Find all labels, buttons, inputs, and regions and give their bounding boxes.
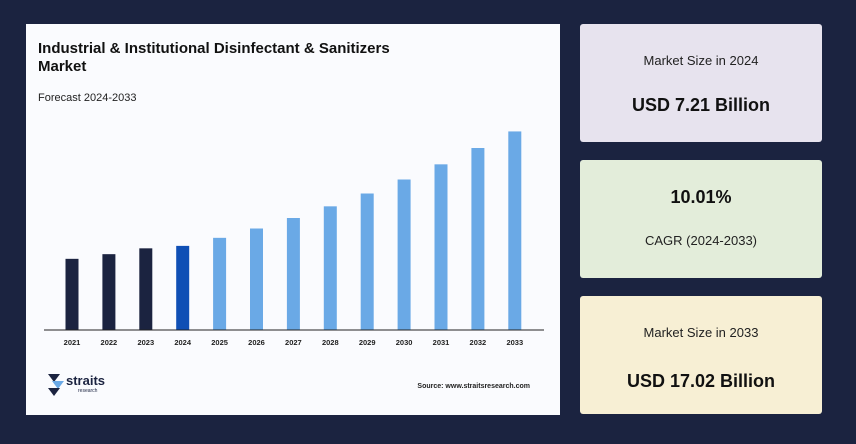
stat-label: Market Size in 2024	[643, 53, 759, 68]
stat-card-2024: Market Size in 2024 USD 7.21 Billion	[580, 24, 822, 142]
x-tick-label: 2032	[470, 338, 487, 347]
bar-2026	[250, 228, 263, 330]
bar-2027	[286, 218, 300, 330]
x-tick-label: 2029	[359, 338, 376, 347]
stat-card-2033: Market Size in 2033 USD 17.02 Billion	[580, 296, 822, 414]
bar-2030	[397, 179, 411, 330]
x-tick-label: 2021	[64, 338, 81, 347]
x-tick-label: 2026	[248, 338, 265, 347]
x-tick-label: 2023	[137, 338, 154, 347]
stat-value: USD 17.02 Billion	[626, 371, 776, 391]
chart-title: Industrial & Institutional Disinfectant …	[38, 40, 390, 75]
stat-value: USD 7.21 Billion	[631, 95, 771, 115]
stat-label: CAGR (2024-2033)	[645, 233, 757, 248]
x-tick-label: 2033	[506, 338, 523, 347]
bar-2028	[323, 206, 337, 330]
bar-2033	[508, 131, 522, 330]
stat-card-cagr: 10.01% CAGR (2024-2033)	[580, 160, 822, 278]
bar-2029	[360, 193, 374, 330]
bar-chart: 2021 2022 2023 2024 2025 2026 2027 2028 2029 2030…	[44, 131, 544, 347]
x-tick-label: 2030	[396, 338, 413, 347]
bar-2025	[213, 237, 227, 330]
chart-subtitle: Forecast 2024-2033	[38, 92, 137, 104]
chart-card: Industrial & Institutional Disinfectant …	[26, 24, 560, 415]
x-tick-label: 2028	[322, 338, 339, 347]
bar-2021	[65, 258, 79, 330]
brand-logo: straits research	[46, 372, 136, 402]
source-note: Source: www.straitsresearch.com	[417, 383, 530, 390]
x-tick-label: 2027	[285, 338, 302, 347]
stat-label: Market Size in 2033	[643, 325, 759, 340]
x-tick-label: 2025	[211, 338, 228, 347]
stat-value: 10.01%	[670, 187, 732, 207]
logo-icon	[48, 374, 64, 396]
bar-2031	[434, 164, 448, 330]
bar-2032	[471, 148, 485, 330]
x-tick-label: 2024	[174, 338, 192, 347]
x-tick-label: 2031	[433, 338, 450, 347]
bar-2023	[139, 248, 153, 330]
x-tick-label: 2022	[101, 338, 118, 347]
bar-2024	[176, 245, 190, 330]
logo-wordmark: straits	[66, 373, 106, 388]
logo-subtext: research	[78, 388, 98, 394]
bar-2022	[102, 254, 116, 330]
